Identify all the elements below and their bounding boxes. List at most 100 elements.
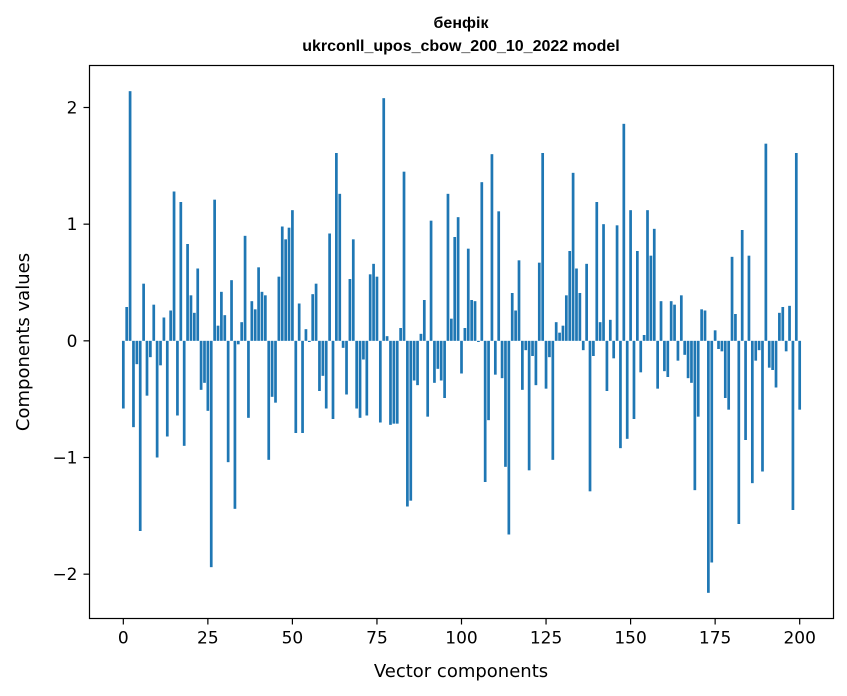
bar	[406, 340, 409, 507]
bar	[318, 340, 321, 391]
bar	[669, 301, 673, 341]
bar	[206, 340, 210, 411]
bar	[460, 340, 463, 374]
bar	[172, 191, 176, 341]
bar	[771, 340, 774, 370]
bar	[419, 333, 423, 341]
bar	[666, 340, 670, 377]
bar	[358, 340, 362, 418]
bar	[402, 171, 406, 341]
bar	[686, 340, 690, 379]
bar	[277, 276, 281, 341]
bar	[446, 193, 450, 341]
bar	[602, 224, 605, 341]
bar	[463, 328, 467, 341]
bar	[176, 340, 179, 416]
bar	[199, 340, 203, 390]
bar	[707, 340, 710, 593]
bar	[568, 251, 572, 341]
y-tick-label: 2	[67, 99, 78, 119]
bar	[395, 340, 399, 424]
bar	[375, 276, 379, 341]
x-tick-label: 50	[282, 629, 304, 649]
bar	[608, 319, 612, 341]
bar	[443, 340, 446, 398]
bar	[220, 291, 223, 341]
chart-title: бенфік	[434, 15, 490, 32]
bar	[636, 251, 639, 341]
bar	[544, 340, 548, 389]
bar	[335, 153, 338, 341]
bar	[182, 340, 186, 446]
bar	[717, 340, 720, 349]
bar	[311, 294, 315, 341]
x-tick-label: 150	[614, 629, 646, 649]
bar	[642, 335, 646, 341]
bar	[378, 340, 382, 423]
bar	[585, 263, 588, 341]
bar	[571, 172, 575, 341]
bar	[152, 304, 156, 341]
y-axis-ticks: −2 −1 0 1 2	[52, 99, 90, 585]
bar	[226, 340, 230, 463]
bar	[341, 340, 345, 348]
bar	[548, 340, 551, 358]
bar	[656, 340, 659, 389]
bar	[625, 340, 629, 439]
bar	[348, 279, 352, 341]
bar	[561, 325, 565, 341]
bar	[294, 340, 298, 433]
bar	[372, 263, 375, 341]
bar	[338, 193, 342, 341]
chart-subtitle: ukrconll_upos_cbow_200_10_2022 model	[302, 38, 619, 55]
bar	[362, 340, 365, 360]
bar	[500, 340, 504, 379]
bar	[767, 340, 771, 368]
bar	[260, 291, 264, 341]
bar	[456, 217, 460, 341]
bar	[551, 340, 555, 460]
bar	[757, 340, 761, 351]
bar	[270, 340, 274, 397]
bar	[365, 340, 369, 416]
bar	[257, 267, 260, 341]
bar	[314, 283, 318, 341]
bar	[744, 340, 747, 440]
bar	[649, 255, 653, 341]
bar	[301, 340, 304, 433]
bar	[493, 340, 497, 375]
bar	[639, 340, 643, 373]
bar	[138, 340, 142, 531]
bar	[690, 340, 693, 383]
bar	[121, 340, 125, 409]
bar	[754, 340, 758, 361]
bar	[368, 274, 372, 341]
bar	[196, 268, 200, 341]
bar	[324, 340, 328, 409]
bar	[243, 235, 247, 341]
bar	[477, 340, 480, 342]
bar	[213, 199, 216, 341]
bar	[531, 340, 534, 356]
bars-group	[121, 91, 802, 593]
bar	[355, 340, 359, 409]
bar	[125, 307, 129, 341]
bar	[345, 340, 348, 395]
bar	[304, 329, 308, 341]
bar	[240, 322, 244, 341]
y-tick-label: 1	[67, 215, 78, 235]
bar	[287, 227, 291, 341]
bar	[328, 233, 331, 341]
bar	[693, 340, 697, 491]
bar	[433, 340, 436, 383]
bar	[558, 332, 561, 341]
bar	[723, 340, 727, 398]
bar	[676, 340, 680, 361]
bar	[236, 340, 240, 345]
bar	[321, 340, 325, 376]
bar	[436, 340, 440, 369]
bar	[307, 340, 311, 342]
bar	[710, 340, 714, 563]
bar	[490, 154, 494, 341]
bar	[652, 228, 656, 341]
